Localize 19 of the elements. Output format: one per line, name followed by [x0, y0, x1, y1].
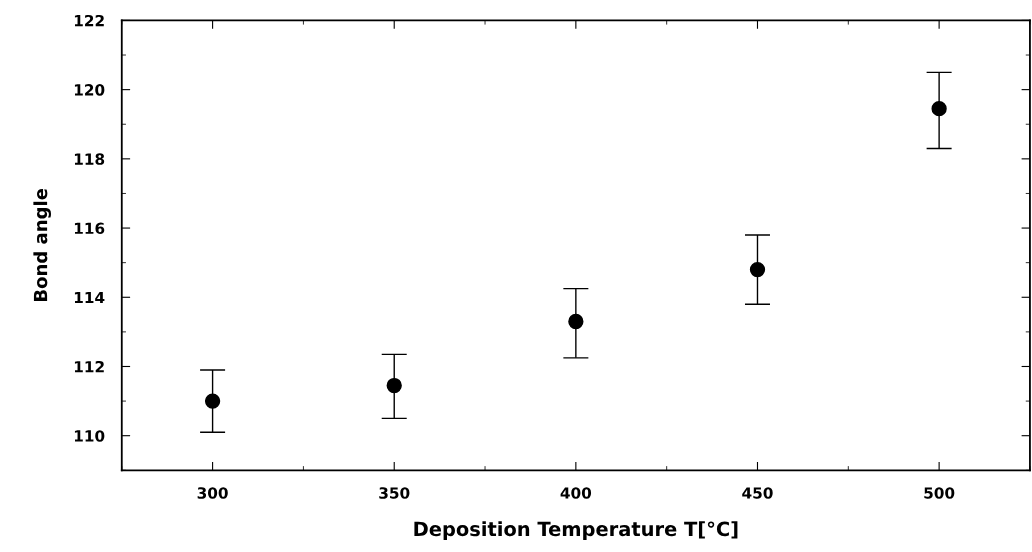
x-tick-label: 300 — [197, 487, 228, 499]
y-axis-title: Bond angle — [33, 188, 51, 302]
x-tick-label: 500 — [924, 487, 955, 499]
x-axis-title: Deposition Temperature T[°C] — [414, 521, 738, 541]
x-tick-label: 400 — [560, 487, 592, 499]
y-tick-label: 112 — [74, 360, 104, 373]
y-tick-label: 122 — [74, 14, 104, 27]
x-tick-label: 350 — [379, 487, 410, 499]
point — [931, 101, 947, 117]
y-tick-label: 118 — [74, 153, 105, 165]
x-tick-label: 450 — [742, 487, 773, 499]
y-tick-label: 110 — [74, 430, 105, 442]
y-tick-label: 116 — [74, 222, 105, 235]
point — [204, 393, 221, 409]
point — [568, 313, 584, 330]
point — [386, 377, 402, 394]
y-tick-label: 114 — [74, 291, 105, 304]
y-tick-label: 120 — [74, 84, 105, 96]
point — [749, 261, 766, 278]
